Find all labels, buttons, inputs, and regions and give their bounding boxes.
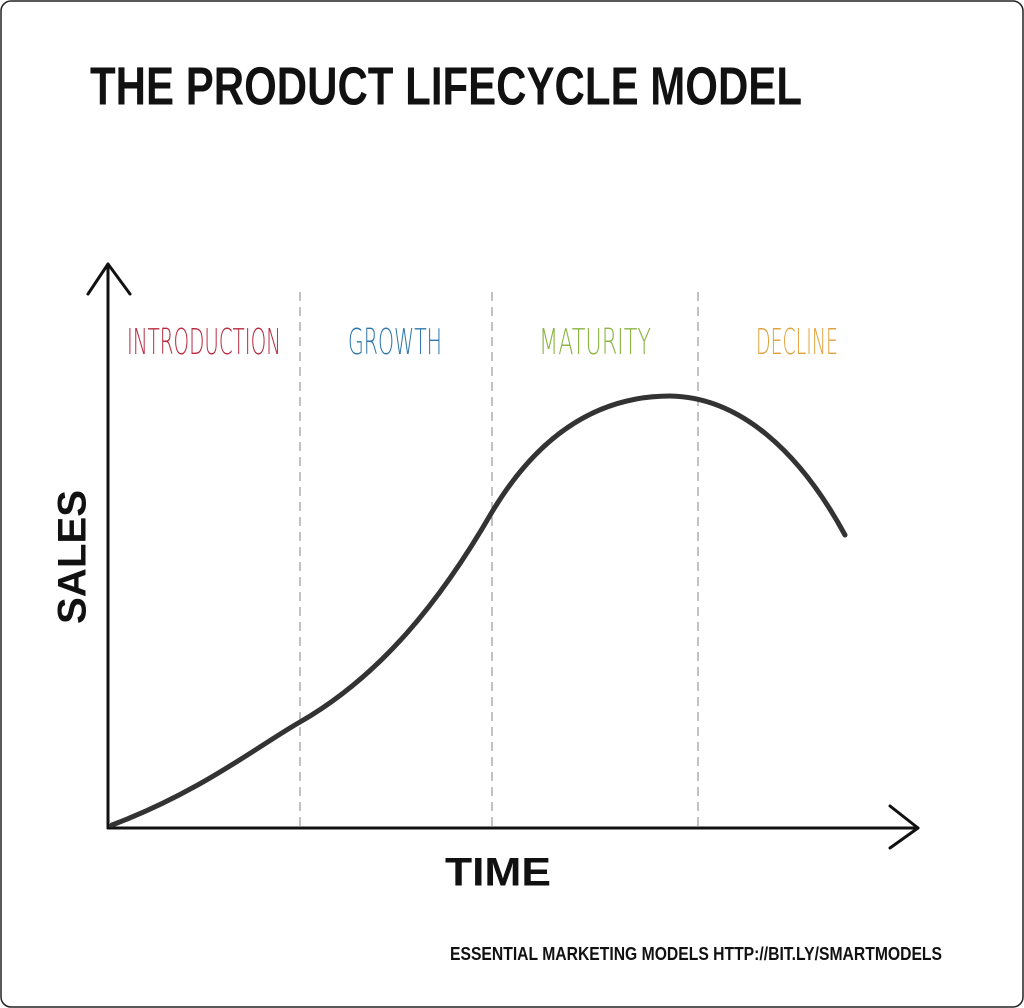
stage-label: MATURITY (539, 322, 651, 363)
x-axis-label: TIME (445, 851, 551, 895)
x-arrow (888, 804, 920, 850)
stage-label: DECLINE (756, 322, 838, 363)
footer: ESSENTIAL MARKETING MODELS HTTP://BIT.LY… (450, 944, 942, 964)
stage-label: INTRODUCTION (127, 322, 281, 363)
stage-label: GROWTH (348, 322, 442, 363)
y-axis-label: SALES (51, 490, 95, 624)
lifecycle-curve (109, 393, 848, 828)
title: THE PRODUCT LIFECYCLE MODEL (90, 56, 802, 116)
axes (86, 262, 920, 850)
y-arrow (86, 262, 132, 296)
